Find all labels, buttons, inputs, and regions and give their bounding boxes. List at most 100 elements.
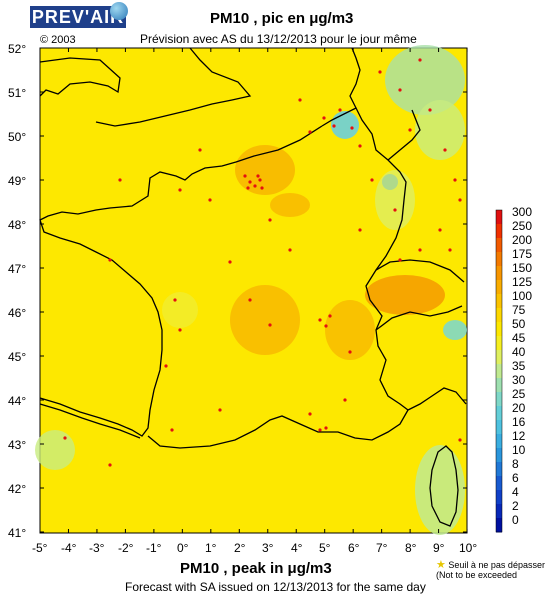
lon-label-e3: 3° — [262, 541, 274, 555]
measurement-stations — [63, 58, 462, 467]
lat-label-50: 50° — [8, 130, 27, 144]
color-scale-label: 75 — [512, 303, 526, 317]
lon-label-e6: 6° — [348, 541, 360, 555]
lat-label-49: 49° — [8, 174, 27, 188]
lon-label-e10: 10° — [459, 541, 478, 555]
lon-label-0: 0° — [177, 541, 189, 555]
color-scale-label: 8 — [512, 457, 519, 471]
lat-label-47: 47° — [8, 262, 27, 276]
lon-label-e8: 8° — [405, 541, 417, 555]
color-scale-label: 6 — [512, 471, 519, 485]
germany-border — [349, 47, 421, 161]
france-coast-north — [39, 125, 323, 437]
patch-belgium-low — [331, 111, 359, 139]
color-scale-frame — [495, 209, 503, 533]
color-scale-label: 125 — [512, 275, 533, 289]
color-scale-label: 4 — [512, 485, 519, 499]
patch-lyon — [325, 300, 375, 360]
color-scale-label: 250 — [512, 219, 533, 233]
title-english: PM10 , peak in μg/m3 — [180, 560, 332, 577]
color-scale-label: 10 — [512, 443, 526, 457]
color-scale-swatch — [496, 420, 502, 435]
lat-label-44: 44° — [8, 394, 27, 408]
switzerland-border — [375, 259, 465, 331]
england-coast — [39, 47, 252, 127]
color-scale-label: 30 — [512, 373, 526, 387]
subtitle-english: Forecast with SA issued on 12/13/2013 fo… — [125, 580, 426, 594]
color-scale-swatch — [496, 280, 502, 295]
coastlines-borders — [39, 47, 467, 527]
color-scale-swatch — [496, 238, 502, 253]
patch-massif-central — [230, 285, 300, 355]
color-scale-label: 0 — [512, 513, 519, 527]
color-scale-swatch — [496, 308, 502, 323]
color-scale-swatch — [496, 392, 502, 407]
color-scale-swatch — [496, 448, 502, 463]
title-french: PM10 , pic en μg/m3 — [210, 10, 354, 27]
patch-alps-north — [365, 275, 445, 315]
patch-alps-east — [443, 320, 467, 340]
lon-label-e1: 1° — [205, 541, 217, 555]
color-scale-label: 40 — [512, 345, 526, 359]
patch-spain-coast — [35, 430, 75, 470]
color-scale-swatch — [496, 322, 502, 337]
lat-label-42: 42° — [8, 482, 27, 496]
legend-note-line1: Seuil à ne pas dépasser — [448, 560, 545, 570]
color-scale-swatch — [496, 518, 502, 533]
prevair-logo: PREV'AIR — [30, 6, 126, 28]
lat-label-43: 43° — [8, 438, 27, 452]
lon-label-e7: 7° — [376, 541, 388, 555]
patch-east-paris — [270, 193, 310, 217]
color-scale-label: 175 — [512, 247, 533, 261]
color-scale-swatch — [496, 462, 502, 477]
patch-corsica — [415, 445, 465, 535]
color-scale-swatch — [496, 504, 502, 519]
color-scale-label: 300 — [512, 205, 533, 219]
lat-label-52: 52° — [8, 42, 27, 56]
patch-germany-mid — [415, 100, 465, 160]
patch-germany-low — [385, 45, 465, 115]
color-scale-label: 2 — [512, 499, 519, 513]
lat-label-46: 46° — [8, 306, 27, 320]
subtitle-french: Prévision avec AS du 13/12/2013 pour le … — [140, 32, 417, 46]
color-scale-swatch — [496, 490, 502, 505]
lon-label-e4: 4° — [291, 541, 303, 555]
color-scale-label: 12 — [512, 429, 526, 443]
color-scale-swatch — [496, 378, 502, 393]
color-scale-label: 100 — [512, 289, 533, 303]
copyright-text: © 2003 — [40, 34, 76, 46]
color-scale-label: 25 — [512, 387, 526, 401]
star-icon: ★ — [436, 559, 446, 571]
color-scale-swatch — [496, 266, 502, 281]
patch-paris-region — [235, 145, 295, 195]
lat-label-48: 48° — [8, 218, 27, 232]
color-scale-label: 35 — [512, 359, 526, 373]
color-scale-swatch — [496, 336, 502, 351]
lon-label-e9: 9° — [433, 541, 445, 555]
lon-label-w4: -4° — [61, 541, 77, 555]
color-scale-swatch — [496, 224, 502, 239]
color-scale-label: 20 — [512, 401, 526, 415]
lon-label-e5: 5° — [319, 541, 331, 555]
lon-label-w2: -2° — [118, 541, 134, 555]
color-scale-label: 45 — [512, 331, 526, 345]
color-scale-label: 200 — [512, 233, 533, 247]
color-scale-swatch — [496, 406, 502, 421]
corsica-coast — [429, 445, 459, 527]
lon-label-w5: -5° — [32, 541, 48, 555]
color-scale-swatch — [496, 434, 502, 449]
color-scale-bar — [496, 210, 502, 533]
globe-icon — [110, 2, 128, 20]
color-scale-swatch — [496, 476, 502, 491]
color-scale-swatch — [496, 364, 502, 379]
color-scale-label: 16 — [512, 415, 526, 429]
color-scale-label: 50 — [512, 317, 526, 331]
france-border-east — [321, 107, 409, 411]
legend-note-line2: (Not to be exceeded — [436, 570, 518, 580]
lon-label-w3: -3° — [89, 541, 105, 555]
color-scale-swatch — [496, 210, 502, 225]
color-scale-label: 150 — [512, 261, 533, 275]
color-scale-swatch — [496, 252, 502, 267]
color-scale-swatch — [496, 350, 502, 365]
axis-ticks — [39, 47, 468, 533]
